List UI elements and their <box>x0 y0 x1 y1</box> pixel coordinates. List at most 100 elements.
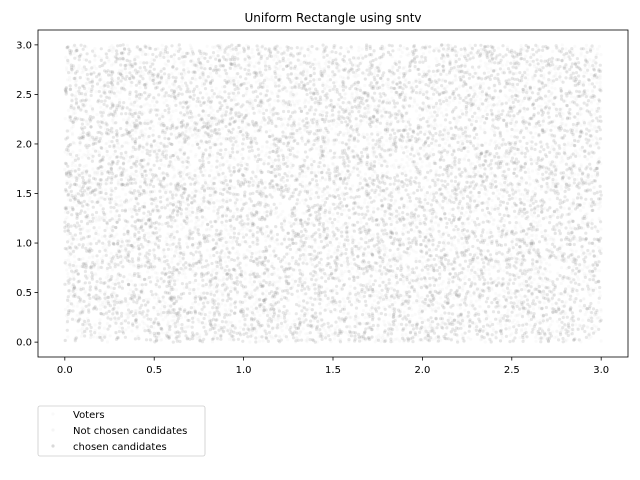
voter-point <box>506 301 510 305</box>
voter-point <box>332 251 336 255</box>
voter-point <box>382 319 386 323</box>
voter-point <box>454 121 459 125</box>
voter-point <box>238 326 242 330</box>
voter-point <box>368 279 372 283</box>
voter-point <box>423 307 427 311</box>
voter-point <box>333 329 337 333</box>
voter-point <box>235 134 239 139</box>
voter-point <box>93 47 97 51</box>
voter-point <box>203 205 207 209</box>
voter-point <box>273 81 277 85</box>
voter-point <box>518 335 522 340</box>
voter-point <box>347 141 351 145</box>
voter-point <box>337 69 341 73</box>
voter-point <box>99 204 103 208</box>
voter-point <box>405 217 409 221</box>
voter-point <box>380 207 384 211</box>
voter-point <box>350 235 354 239</box>
voter-point <box>572 95 577 100</box>
voter-point <box>493 141 497 145</box>
voter-point <box>75 313 79 317</box>
voter-point <box>342 260 346 264</box>
voter-point <box>475 226 479 230</box>
voter-point <box>223 260 228 264</box>
voter-point <box>354 333 358 337</box>
voter-point <box>93 171 97 175</box>
voter-point <box>525 68 530 72</box>
voter-point <box>535 224 540 228</box>
voter-point <box>151 124 155 128</box>
voter-point <box>286 58 290 62</box>
voter-point <box>278 287 282 291</box>
voter-point <box>441 280 445 284</box>
voter-point <box>209 63 213 68</box>
voter-point <box>193 168 197 172</box>
voter-point <box>350 266 354 271</box>
voter-point <box>458 101 462 105</box>
voter-point <box>429 249 433 253</box>
voter-point <box>469 294 473 298</box>
voter-point <box>339 249 343 254</box>
voter-point <box>479 127 483 131</box>
voter-point <box>348 315 352 319</box>
voter-point <box>363 83 367 88</box>
voter-point <box>215 199 219 203</box>
voter-point <box>318 187 322 191</box>
voter-point <box>345 47 349 51</box>
voter-point <box>456 119 460 123</box>
voter-point <box>420 261 424 265</box>
voter-point <box>528 63 532 67</box>
voter-point <box>301 327 305 331</box>
voter-point <box>191 257 195 261</box>
voter-point <box>547 99 551 103</box>
voter-point <box>573 44 577 49</box>
voter-point <box>216 216 220 220</box>
voter-point <box>143 181 147 185</box>
voter-point <box>483 288 487 292</box>
voter-point <box>509 291 514 295</box>
voter-point <box>422 207 426 211</box>
voter-point <box>87 256 91 260</box>
voter-point <box>374 125 378 129</box>
voter-point <box>245 64 249 68</box>
voter-point <box>469 166 473 170</box>
voter-point <box>277 242 281 246</box>
voter-point <box>567 284 571 288</box>
voter-point <box>582 272 586 276</box>
voter-point <box>581 305 585 309</box>
voter-point <box>252 308 256 312</box>
voter-point <box>524 54 528 58</box>
voter-point <box>508 88 512 92</box>
voter-point <box>510 185 514 190</box>
voter-point <box>212 113 216 117</box>
voter-point <box>226 53 230 57</box>
voter-point <box>104 276 108 280</box>
voter-point <box>422 148 426 152</box>
voter-point <box>575 178 579 182</box>
voter-point <box>447 212 451 216</box>
voter-point <box>490 171 494 175</box>
voter-point <box>322 193 326 197</box>
voter-point <box>86 152 90 156</box>
voter-point <box>307 45 311 49</box>
voter-point <box>250 283 254 287</box>
voter-point <box>279 46 283 50</box>
voter-point <box>568 223 572 227</box>
voter-point <box>390 96 394 100</box>
voter-point <box>127 207 131 211</box>
voter-point <box>326 74 331 78</box>
voter-point <box>487 272 492 276</box>
voter-point <box>223 151 227 155</box>
voter-point <box>275 55 280 59</box>
voter-point <box>124 328 128 332</box>
voter-point <box>228 304 233 308</box>
voter-point <box>427 65 431 69</box>
voter-point <box>332 337 336 341</box>
voter-point <box>184 315 188 319</box>
voter-point <box>412 334 416 339</box>
voter-point <box>234 272 238 276</box>
voter-point <box>65 268 69 272</box>
voter-point <box>273 81 277 86</box>
voter-point <box>82 164 86 169</box>
